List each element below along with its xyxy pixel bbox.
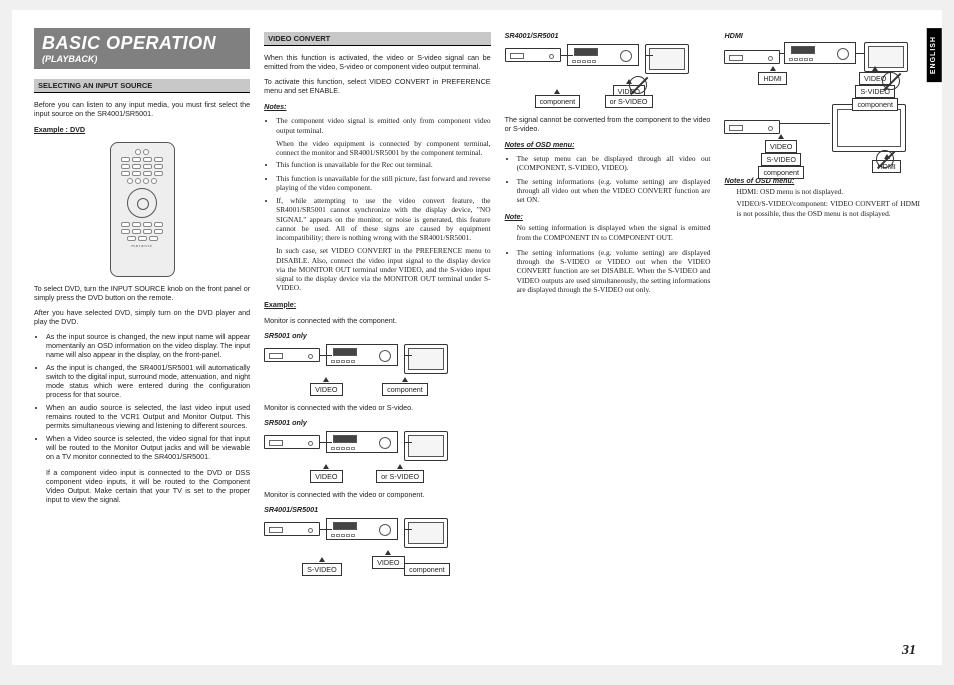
dvd-icon xyxy=(505,48,561,62)
section-selecting-input: SELECTING AN INPUT SOURCE xyxy=(34,79,250,93)
tv-large-icon xyxy=(832,104,906,152)
list-item: This function is unavailable for the sti… xyxy=(276,174,490,193)
conn-label: S-VIDEO xyxy=(761,153,801,166)
vc-notes-list: The component video signal is emitted on… xyxy=(264,116,490,135)
tv-icon xyxy=(645,44,689,74)
intro-text: Before you can listen to any input media… xyxy=(34,100,250,118)
list-item: When an audio source is selected, the la… xyxy=(46,403,250,430)
d1-caption: Monitor is connected with the component. xyxy=(264,316,490,325)
manual-page: ENGLISH 31 BASIC OPERATION (PLAYBACK) SE… xyxy=(12,10,942,665)
vc-p1: When this function is activated, the vid… xyxy=(264,53,490,71)
list-item: As the input is changed, the SR4001/SR50… xyxy=(46,363,250,399)
list-item: If, while attempting to use the video co… xyxy=(276,196,490,242)
notes-osd-label-4: Notes of OSD menu: xyxy=(724,176,920,185)
conn-label: component xyxy=(758,166,804,179)
conn-label: or S-VIDEO xyxy=(605,95,653,108)
conn-label: HDMI xyxy=(758,72,786,85)
dvd-icon xyxy=(724,120,780,134)
conn-label: component xyxy=(535,95,581,108)
d3-caption: Monitor is connected with the video or c… xyxy=(264,490,490,499)
remote-illustration: marantz xyxy=(110,142,175,277)
c3-model: SR4001/SR5001 xyxy=(505,31,711,40)
list-item: As the input source is changed, the new … xyxy=(46,332,250,359)
remote-brand: marantz xyxy=(131,243,152,248)
title-sub: (PLAYBACK) xyxy=(42,54,242,65)
note-label: Note: xyxy=(505,212,711,221)
c4-model: HDMI xyxy=(724,31,920,40)
vc-p2: To activate this function, select VIDEO … xyxy=(264,77,490,95)
list-item: The setting informations (e.g. volume se… xyxy=(517,177,711,205)
tv-icon xyxy=(404,431,448,461)
diagram-hdmi: HDMI VIDEO S-VIDEO component VIDEO S-VID… xyxy=(724,42,920,172)
c3-p1: The signal cannot be converted from the … xyxy=(505,115,711,133)
prohibit-icon xyxy=(629,76,647,94)
diagram-2: VIDEO or S-VIDEO xyxy=(264,431,490,483)
list-item: When a Video source is selected, the vid… xyxy=(46,434,250,461)
language-tab: ENGLISH xyxy=(927,28,942,82)
conn-label: component xyxy=(852,98,898,111)
column-2: VIDEO CONVERT When this function is acti… xyxy=(264,28,490,655)
c4-note1: HDMI: OSD menu is not displayed. xyxy=(736,187,920,196)
conn-label: or S-VIDEO xyxy=(376,470,424,483)
list-item: The component video signal is emitted on… xyxy=(276,116,490,135)
receiver-icon xyxy=(326,344,398,366)
d2-caption: Monitor is connected with the video or S… xyxy=(264,403,490,412)
diagram-1: VIDEO component xyxy=(264,344,490,396)
note-text: No setting information is displayed when… xyxy=(517,223,711,242)
dvd-icon xyxy=(264,435,320,449)
osd-list-1: The setup menu can be displayed through … xyxy=(505,154,711,204)
conn-label: VIDEO xyxy=(372,556,404,569)
column-3: SR4001/SR5001 component VIDEO or S-VIDEO… xyxy=(505,28,711,655)
receiver-icon xyxy=(567,44,639,66)
column-4: HDMI HDMI VIDEO S-VIDEO component V xyxy=(724,28,920,655)
example-dvd-label: Example : DVD xyxy=(34,125,250,134)
list-item: This function is unavailable for the Rec… xyxy=(276,160,490,169)
list-item: The setup menu can be displayed through … xyxy=(517,154,711,173)
conn-label: S-VIDEO xyxy=(302,563,342,576)
p-after-select: After you have selected DVD, simply turn… xyxy=(34,308,250,326)
d3-model: SR4001/SR5001 xyxy=(264,505,490,514)
vc-notes-list-2: This function is unavailable for the Rec… xyxy=(264,160,490,242)
conn-label: component xyxy=(382,383,428,396)
d1-model: SR5001 only xyxy=(264,331,490,340)
example-label: Example: xyxy=(264,300,490,309)
col1-bullets: As the input source is changed, the new … xyxy=(34,332,250,465)
c4-note2: VIDEO/S-VIDEO/component: VIDEO CONVERT o… xyxy=(736,199,920,218)
title-block: BASIC OPERATION (PLAYBACK) xyxy=(34,28,250,69)
page-number: 31 xyxy=(902,642,916,660)
diagram-3: S-VIDEO VIDEO component xyxy=(264,518,490,576)
receiver-icon xyxy=(326,431,398,453)
notes-label: Notes: xyxy=(264,102,490,111)
conn-label: VIDEO xyxy=(310,470,342,483)
section-video-convert: VIDEO CONVERT xyxy=(264,32,490,46)
receiver-icon xyxy=(326,518,398,540)
notes-osd-label: Notes of OSD menu: xyxy=(505,140,711,149)
title-main: BASIC OPERATION xyxy=(42,32,242,55)
column-1: BASIC OPERATION (PLAYBACK) SELECTING AN … xyxy=(34,28,250,655)
col1-tail: If a component video input is connected … xyxy=(46,468,250,504)
note-sub2: In such case, set VIDEO CONVERT in the P… xyxy=(276,246,490,292)
d2-model: SR5001 only xyxy=(264,418,490,427)
conn-label: component xyxy=(404,563,450,576)
tv-icon xyxy=(404,518,448,548)
p-select-dvd: To select DVD, turn the INPUT SOURCE kno… xyxy=(34,284,250,302)
conn-label: VIDEO xyxy=(765,140,797,153)
dvd-icon xyxy=(264,348,320,362)
diagram-c3: component VIDEO or S-VIDEO xyxy=(505,44,711,108)
osd-list-2: The setting informations (e.g. volume se… xyxy=(505,248,711,294)
tv-icon xyxy=(404,344,448,374)
list-item: The setting informations (e.g. volume se… xyxy=(517,248,711,294)
receiver-icon xyxy=(784,42,856,64)
dvd-icon xyxy=(724,50,780,64)
note-sub: When the video equipment is connected by… xyxy=(276,139,490,158)
dvd-icon xyxy=(264,522,320,536)
conn-label: VIDEO xyxy=(310,383,342,396)
